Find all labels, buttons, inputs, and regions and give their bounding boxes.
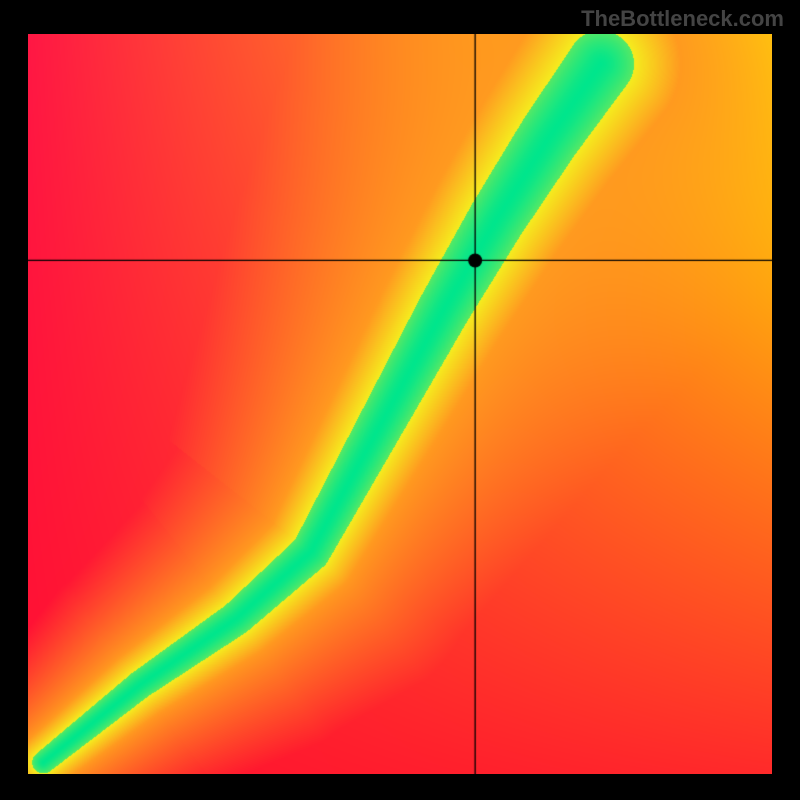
watermark-text: TheBottleneck.com — [581, 6, 784, 32]
chart-container: TheBottleneck.com — [0, 0, 800, 800]
heatmap-canvas — [28, 34, 772, 774]
plot-area — [28, 34, 772, 774]
